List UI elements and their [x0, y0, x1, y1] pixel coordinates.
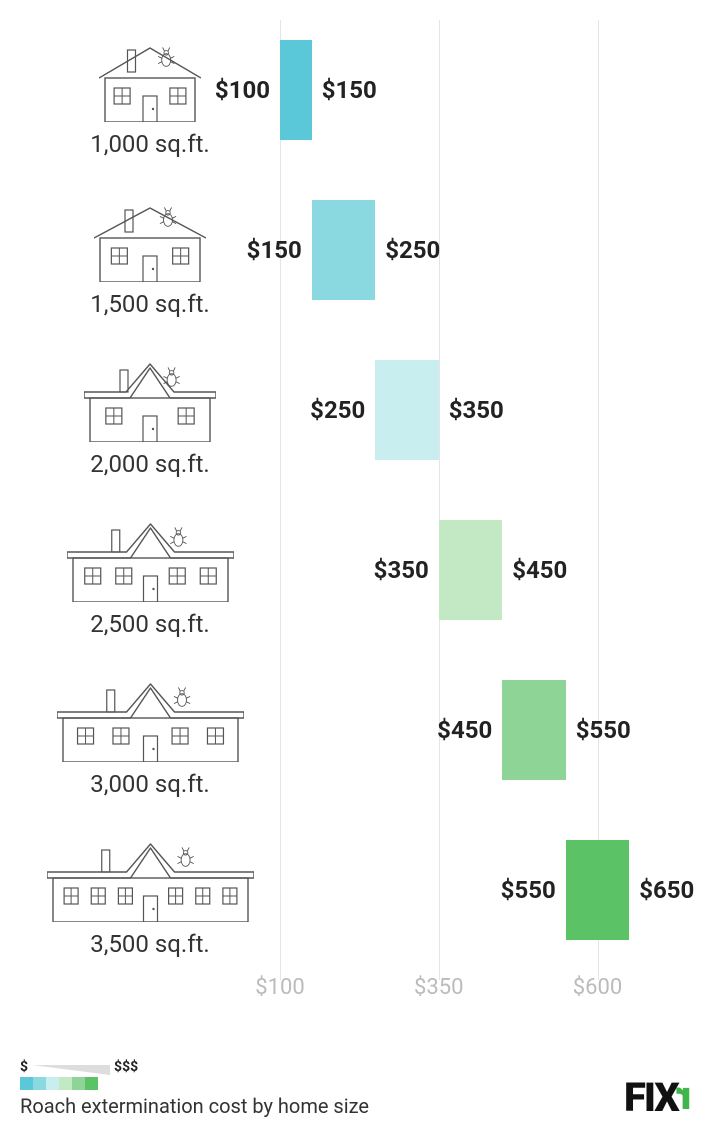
chart-row: 3,000 sq.ft. $450 $550 [20, 660, 691, 820]
chart-row: 3,500 sq.ft. $550 $650 [20, 820, 691, 980]
bar-track: $550 $650 [280, 840, 661, 940]
cost-legend: $ $$$ [20, 1059, 691, 1090]
high-value: $350 [439, 396, 504, 424]
house-icon [67, 522, 234, 602]
high-value: $250 [375, 236, 440, 264]
low-value: $250 [310, 396, 375, 424]
low-value: $150 [247, 236, 312, 264]
bar-track: $150 $250 [280, 200, 661, 300]
legend-triangle-icon [32, 1065, 110, 1075]
bar-track: $350 $450 [280, 520, 661, 620]
axis-tick-label: $100 [255, 975, 304, 1000]
bar-track: $450 $550 [280, 680, 661, 780]
chart-row: 2,500 sq.ft. $350 $450 [20, 500, 691, 660]
size-label: 1,500 sq.ft. [90, 290, 210, 318]
chart-row: 1,000 sq.ft. $100 $150 [20, 20, 691, 180]
high-value: $150 [312, 76, 377, 104]
legend-low: $ [20, 1059, 28, 1075]
range-bar: $100 $150 [280, 40, 312, 140]
legend-swatch [85, 1077, 98, 1090]
house-icon [47, 842, 254, 922]
legend-swatches [20, 1077, 691, 1090]
range-bar: $550 $650 [566, 840, 630, 940]
low-value: $450 [437, 716, 502, 744]
x-axis: $100$350$600 [280, 975, 661, 1005]
chart-caption: Roach extermination cost by home size [20, 1094, 691, 1118]
bar-track: $250 $350 [280, 360, 661, 460]
chart-row: 1,500 sq.ft. $150 $250 [20, 180, 691, 340]
fixr-logo: FIXr [624, 1078, 691, 1118]
legend-swatch [72, 1077, 85, 1090]
range-bar: $450 $550 [502, 680, 566, 780]
legend-swatch [20, 1077, 33, 1090]
high-value: $550 [566, 716, 631, 744]
size-label: 1,000 sq.ft. [90, 130, 210, 158]
footer: $ $$$ Roach extermination cost by home s… [20, 1059, 691, 1118]
high-value: $450 [502, 556, 567, 584]
legend-high: $$$ [114, 1059, 138, 1075]
house-icon [84, 362, 216, 442]
chart-row: 2,000 sq.ft. $250 $350 [20, 340, 691, 500]
legend-swatch [46, 1077, 59, 1090]
high-value: $650 [629, 876, 694, 904]
rows: 1,000 sq.ft. $100 $150 [20, 20, 691, 980]
legend-swatch [33, 1077, 46, 1090]
axis-tick-label: $600 [573, 975, 622, 1000]
low-value: $550 [501, 876, 566, 904]
size-label: 3,500 sq.ft. [90, 930, 210, 958]
legend-swatch [59, 1077, 72, 1090]
axis-tick-label: $350 [414, 975, 463, 1000]
house-icon [57, 682, 244, 762]
range-bar: $350 $450 [439, 520, 503, 620]
low-value: $350 [374, 556, 439, 584]
bar-track: $100 $150 [280, 40, 661, 140]
house-icon [99, 42, 201, 122]
house-icon [94, 202, 206, 282]
size-label: 2,500 sq.ft. [90, 610, 210, 638]
range-bar: $250 $350 [375, 360, 439, 460]
size-label: 2,000 sq.ft. [90, 450, 210, 478]
range-bar: $150 $250 [312, 200, 376, 300]
size-label: 3,000 sq.ft. [90, 770, 210, 798]
chart: 1,000 sq.ft. $100 $150 [20, 20, 691, 1000]
low-value: $100 [215, 76, 280, 104]
